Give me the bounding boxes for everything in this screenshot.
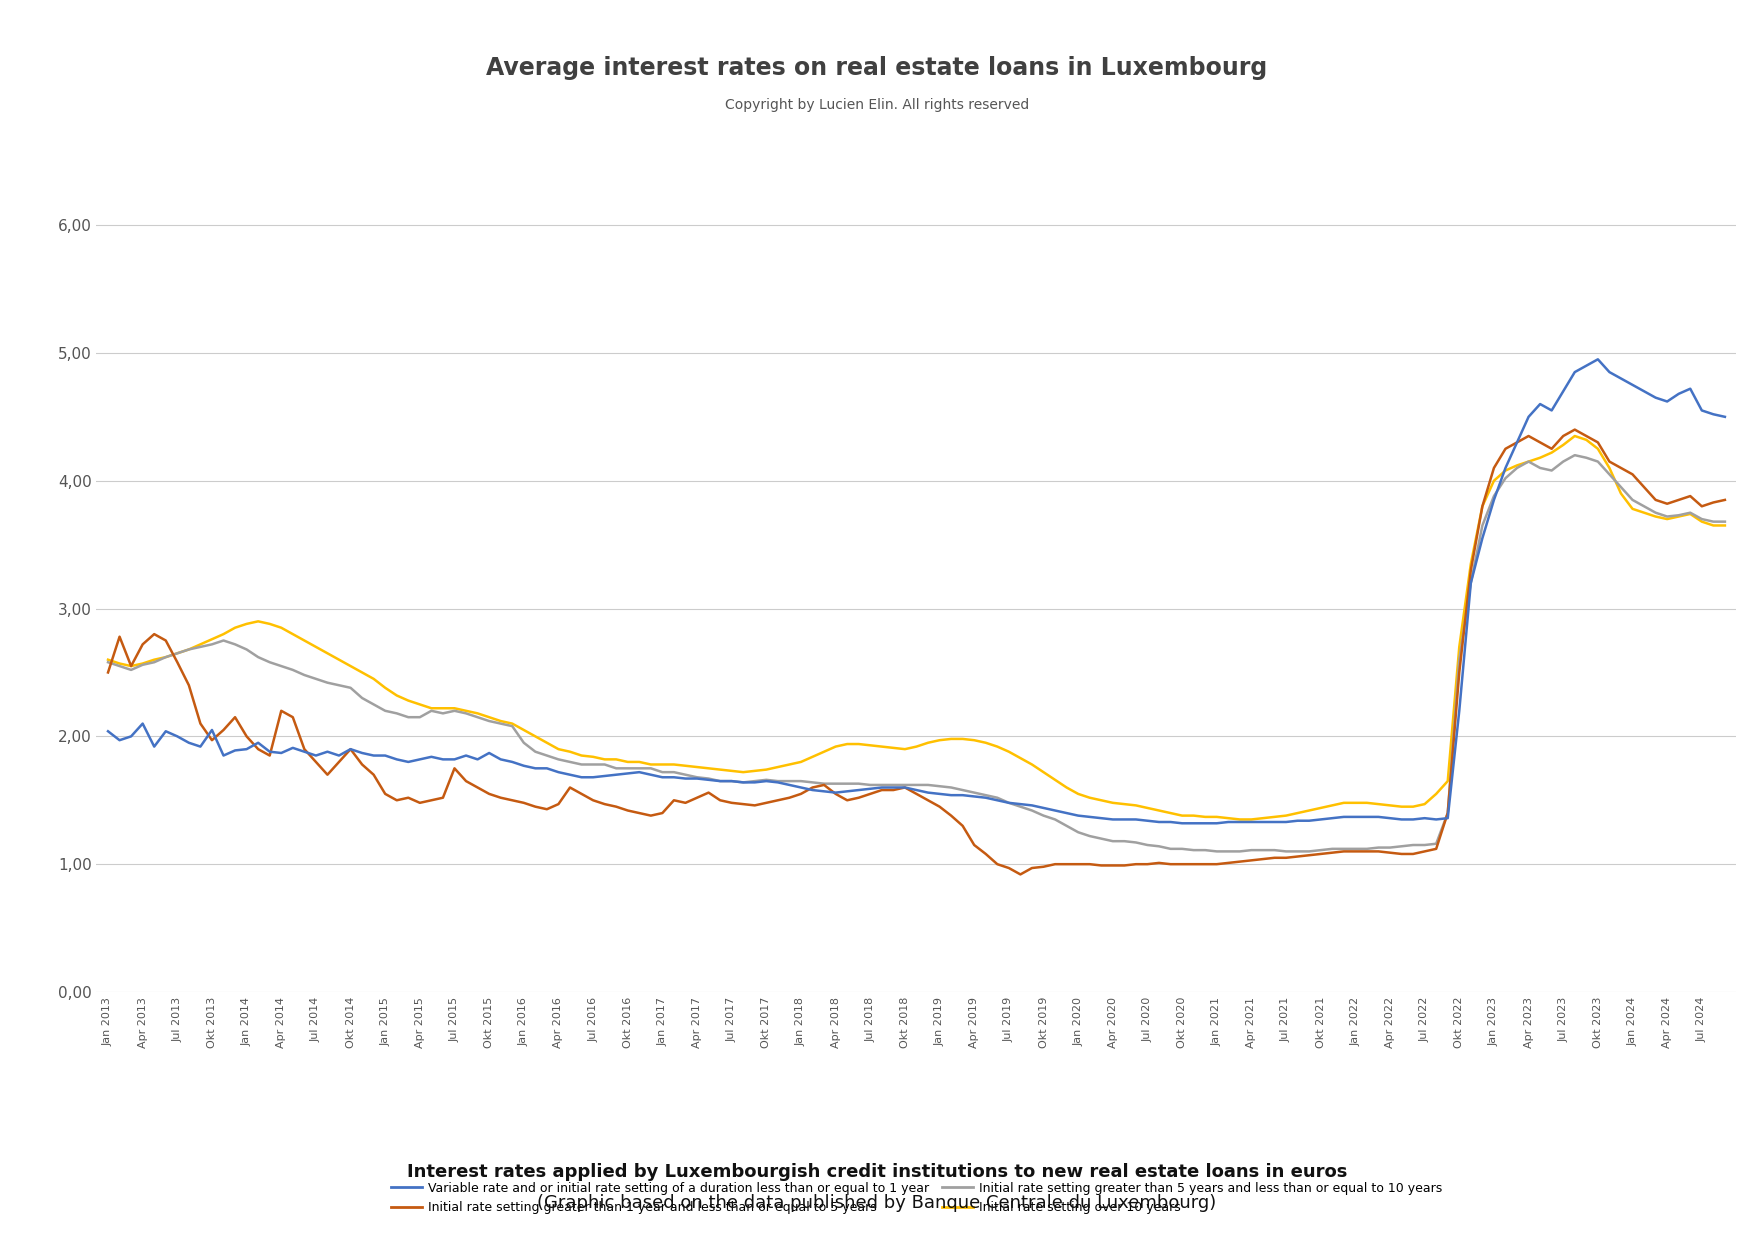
Text: (Graphic based on the data published by Banque Centrale du Luxembourg): (Graphic based on the data published by …: [537, 1194, 1217, 1211]
Text: Average interest rates on real estate loans in Luxembourg: Average interest rates on real estate lo…: [486, 56, 1268, 81]
Text: Copyright by Lucien Elin. All rights reserved: Copyright by Lucien Elin. All rights res…: [724, 98, 1030, 113]
Text: Interest rates applied by Luxembourgish credit institutions to new real estate l: Interest rates applied by Luxembourgish …: [407, 1163, 1347, 1180]
Legend: Variable rate and or initial rate setting of a duration less than or equal to 1 : Variable rate and or initial rate settin…: [386, 1177, 1447, 1219]
